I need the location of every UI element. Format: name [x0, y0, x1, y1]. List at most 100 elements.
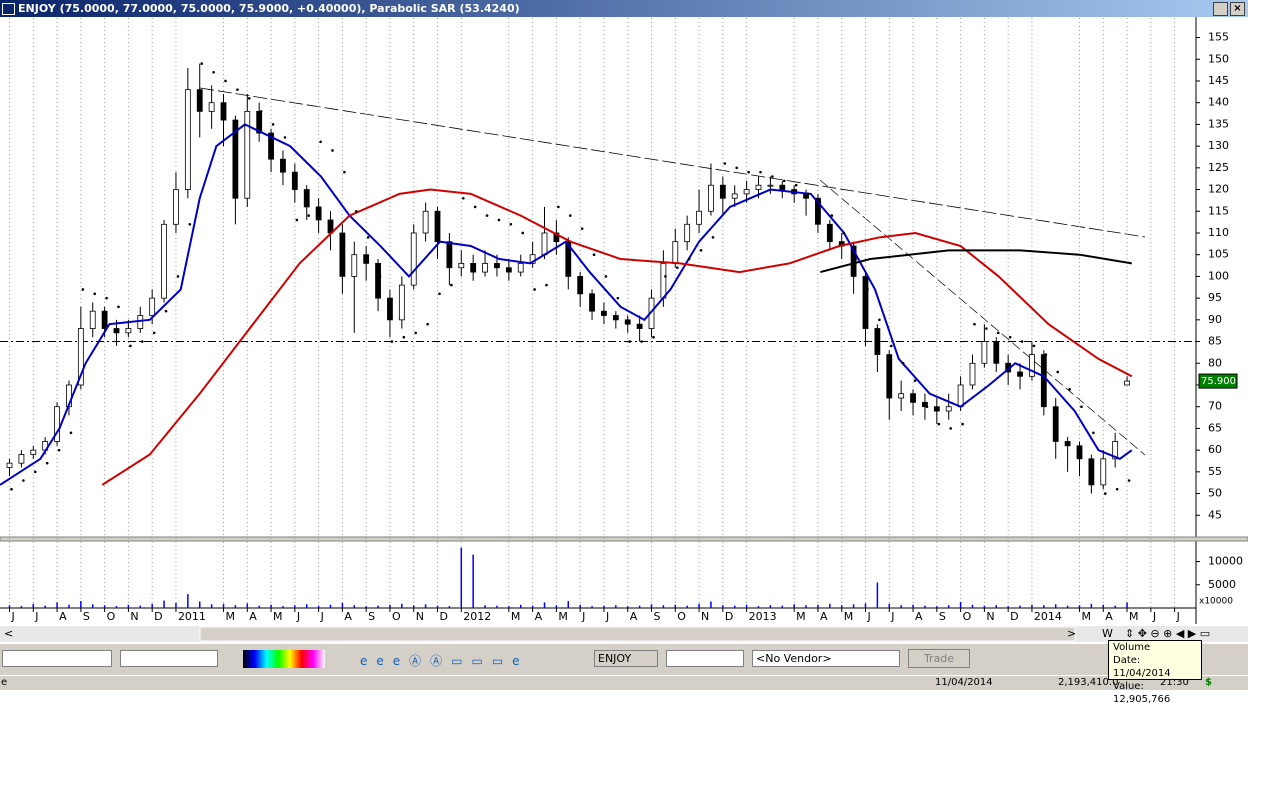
- status-time: 21:30: [1160, 677, 1189, 688]
- candle-body: [1124, 380, 1130, 386]
- candle-body: [1076, 445, 1083, 460]
- period-select[interactable]: [666, 650, 744, 667]
- sar-dot: [973, 322, 976, 326]
- volume-bar: [900, 605, 902, 608]
- sar-dot: [604, 275, 608, 278]
- restore-button[interactable]: [1213, 2, 1228, 16]
- status-value: 2,193,410.0: [1058, 677, 1119, 688]
- zoom-week[interactable]: W: [1102, 627, 1113, 640]
- line-style-select[interactable]: [2, 650, 112, 667]
- y-tick-label: 95: [1208, 291, 1222, 304]
- sar-dot: [509, 222, 513, 226]
- x-tick-label: 2013: [749, 610, 777, 623]
- candle-body: [708, 184, 714, 212]
- sar-dot: [1092, 431, 1095, 435]
- tool-buttons[interactable]: eeeⒶⒶ▭▭▭e: [360, 654, 529, 668]
- candle-body: [969, 362, 976, 386]
- sar-dot: [176, 275, 180, 278]
- sar-dot: [996, 331, 1000, 335]
- x-tick-label: S: [368, 610, 375, 623]
- volume-bar: [187, 594, 189, 608]
- last-price-label: 75.900: [1201, 376, 1236, 387]
- candle-body: [315, 206, 322, 221]
- candle-body: [375, 262, 381, 299]
- candle-body: [1029, 354, 1035, 377]
- y-tick-label: 50: [1208, 487, 1222, 500]
- sar-dot: [580, 227, 584, 230]
- candle-body: [280, 158, 286, 173]
- candle-body: [731, 193, 738, 199]
- x-tick-label: D: [440, 610, 448, 623]
- tool-icons[interactable]: ⇕ ✥ ⊖ ⊕ ◀ ▶ ▭: [1125, 627, 1210, 640]
- candle-body: [874, 328, 881, 355]
- x-tick-label: S: [83, 610, 90, 623]
- sar-dot: [794, 183, 798, 187]
- symbol-field[interactable]: ENJOY: [594, 650, 658, 667]
- y-tick-label: 80: [1208, 356, 1222, 369]
- sar-dot: [271, 123, 275, 126]
- volume-bar: [1102, 604, 1105, 608]
- sar-dot: [105, 296, 108, 300]
- volume-bar: [341, 602, 344, 608]
- y-tick-label: 135: [1208, 117, 1229, 130]
- unit-label: x10000: [1199, 597, 1233, 607]
- candle-body: [1088, 458, 1095, 486]
- sar-dot: [438, 292, 441, 296]
- close-button[interactable]: ×: [1230, 2, 1245, 16]
- sar-dot: [1008, 335, 1012, 339]
- scroll-thumb[interactable]: [199, 626, 1076, 642]
- volume-bar: [519, 604, 522, 608]
- y-tick-label: 120: [1208, 183, 1229, 196]
- candle-body: [89, 310, 96, 329]
- sar-dot: [854, 257, 857, 261]
- volume-bar: [793, 604, 795, 608]
- sar-dot: [699, 249, 703, 252]
- sar-dot: [307, 214, 311, 217]
- candle-body: [577, 276, 584, 295]
- volume-bar: [282, 606, 284, 608]
- y-tick-label: 65: [1208, 421, 1222, 434]
- sar-dot: [1032, 344, 1036, 348]
- x-tick-label: M: [796, 610, 806, 623]
- volume-bar: [971, 604, 974, 608]
- x-tick-label: J: [296, 610, 300, 623]
- line-width-select[interactable]: [120, 650, 218, 667]
- candle-body: [957, 384, 964, 408]
- candle-body: [862, 276, 869, 329]
- sar-dot: [961, 422, 964, 426]
- sar-dot: [354, 209, 358, 213]
- volume-bar: [876, 582, 879, 608]
- candle-body: [482, 262, 488, 273]
- y-tick-label: 115: [1208, 204, 1229, 217]
- volume-bar: [377, 605, 379, 608]
- volume-bar: [603, 605, 605, 608]
- candle-body: [434, 210, 441, 243]
- candle-body: [161, 223, 167, 299]
- x-tick-label: M: [226, 610, 236, 623]
- sar-dot: [687, 257, 691, 261]
- x-tick-label: M: [844, 610, 854, 623]
- trade-button[interactable]: Trade: [908, 649, 970, 668]
- volume-bar: [710, 601, 712, 608]
- color-palette[interactable]: [243, 650, 325, 668]
- volume-bar: [626, 606, 629, 608]
- sar-dot: [782, 179, 786, 183]
- candle-body: [1100, 458, 1107, 486]
- candle-body: [672, 241, 679, 264]
- scroll-left[interactable]: <: [4, 627, 13, 640]
- sar-dot: [735, 166, 739, 170]
- sar-dot: [414, 331, 418, 335]
- candle-body: [6, 462, 13, 468]
- volume-bar: [733, 605, 736, 608]
- candle-body: [1052, 406, 1059, 442]
- volume-bar: [389, 604, 391, 608]
- volume-bar: [436, 605, 439, 608]
- scroll-right[interactable]: >: [1067, 627, 1076, 640]
- candle-body: [149, 297, 156, 316]
- sar-dot: [592, 253, 596, 256]
- volume-bar: [246, 603, 249, 608]
- vendor-select[interactable]: <No Vendor>: [752, 650, 900, 667]
- candle-body: [767, 184, 774, 187]
- volume-bar: [68, 604, 70, 608]
- panel-splitter[interactable]: [0, 536, 1248, 542]
